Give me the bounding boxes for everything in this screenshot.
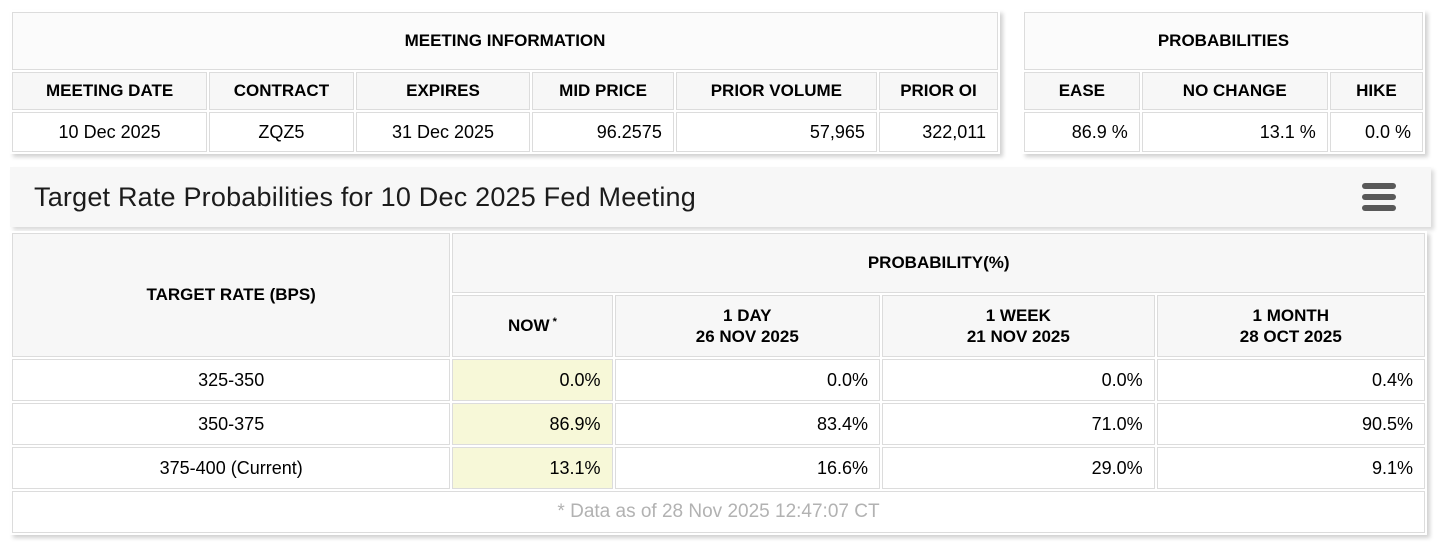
column-header-prior-oi: PRIOR OI: [878, 72, 998, 110]
column-header-meeting-date: MEETING DATE: [12, 72, 208, 110]
now-prob-cell: 86.9%: [452, 403, 613, 445]
month-prob-cell: 90.5%: [1156, 403, 1425, 445]
week-prob-cell: 0.0%: [882, 359, 1155, 401]
contract-value: ZQZ5: [209, 112, 354, 152]
column-header-1-day: 1 DAY 26 NOV 2025: [614, 295, 881, 357]
hike-value: 0.0 %: [1329, 112, 1423, 152]
table-row-325-350: 325-350 0.0% 0.0% 0.0% 0.4%: [12, 359, 1425, 401]
meeting-date-value: 10 Dec 2025: [12, 112, 208, 152]
day-prob-cell: 0.0%: [614, 359, 881, 401]
day-prob-cell: 83.4%: [614, 403, 881, 445]
footnote-row: * Data as of 28 Nov 2025 12:47:07 CT: [12, 491, 1425, 533]
prior-oi-value: 322,011: [878, 112, 998, 152]
probability-group-header: PROBABILITY(%): [452, 233, 1425, 293]
column-header-expires: EXPIRES: [355, 72, 531, 110]
month-prob-cell: 0.4%: [1156, 359, 1425, 401]
column-header-1-month: 1 MONTH 28 OCT 2025: [1156, 295, 1425, 357]
column-header-hike: HIKE: [1329, 72, 1423, 110]
probabilities-summary-table: PROBABILITIES EASE NO CHANGE HIKE 86.9 %…: [1022, 10, 1425, 154]
target-rate-cell: 350-375: [12, 403, 451, 445]
column-header-prior-volume: PRIOR VOLUME: [675, 72, 877, 110]
top-summary-row: MEETING INFORMATION MEETING DATE CONTRAC…: [10, 10, 1425, 154]
meeting-information-table: MEETING INFORMATION MEETING DATE CONTRAC…: [10, 10, 1000, 154]
column-header-contract: CONTRACT: [209, 72, 354, 110]
no-change-value: 13.1 %: [1141, 112, 1328, 152]
column-header-no-change: NO CHANGE: [1141, 72, 1328, 110]
column-header-now: NOW *: [452, 295, 613, 357]
week-prob-cell: 29.0%: [882, 447, 1155, 489]
now-asterisk: *: [552, 315, 557, 328]
expires-value: 31 Dec 2025: [355, 112, 531, 152]
week-prob-cell: 71.0%: [882, 403, 1155, 445]
month-prob-cell: 9.1%: [1156, 447, 1425, 489]
section-title-bar: Target Rate Probabilities for 10 Dec 202…: [10, 167, 1431, 227]
target-rate-probabilities-table: TARGET RATE (BPS) PROBABILITY(%) NOW * 1 …: [10, 231, 1427, 535]
hamburger-bar: [1362, 194, 1396, 200]
hamburger-bar: [1362, 183, 1396, 189]
now-prob-cell: 0.0%: [452, 359, 613, 401]
meeting-information-row: 10 Dec 2025 ZQZ5 31 Dec 2025 96.2575 57,…: [12, 112, 998, 152]
now-prob-cell: 13.1%: [452, 447, 613, 489]
probabilities-title: PROBABILITIES: [1024, 12, 1423, 70]
mid-price-value: 96.2575: [532, 112, 674, 152]
data-as-of-footnote: * Data as of 28 Nov 2025 12:47:07 CT: [12, 491, 1425, 533]
prior-volume-value: 57,965: [675, 112, 877, 152]
target-rate-cell: 325-350: [12, 359, 451, 401]
hamburger-bar: [1362, 205, 1396, 211]
day-prob-cell: 16.6%: [614, 447, 881, 489]
column-header-target-rate: TARGET RATE (BPS): [12, 233, 451, 357]
hamburger-menu-icon[interactable]: [1362, 183, 1396, 211]
table-row-350-375: 350-375 86.9% 83.4% 71.0% 90.5%: [12, 403, 1425, 445]
column-header-ease: EASE: [1024, 72, 1140, 110]
page-title: Target Rate Probabilities for 10 Dec 202…: [34, 181, 696, 212]
ease-value: 86.9 %: [1024, 112, 1140, 152]
column-header-mid-price: MID PRICE: [532, 72, 674, 110]
probabilities-summary-row: 86.9 % 13.1 % 0.0 %: [1024, 112, 1423, 152]
column-header-1-week: 1 WEEK 21 NOV 2025: [882, 295, 1155, 357]
target-rate-cell: 375-400 (Current): [12, 447, 451, 489]
meeting-information-title: MEETING INFORMATION: [12, 12, 998, 70]
table-row-375-400-current: 375-400 (Current) 13.1% 16.6% 29.0% 9.1%: [12, 447, 1425, 489]
